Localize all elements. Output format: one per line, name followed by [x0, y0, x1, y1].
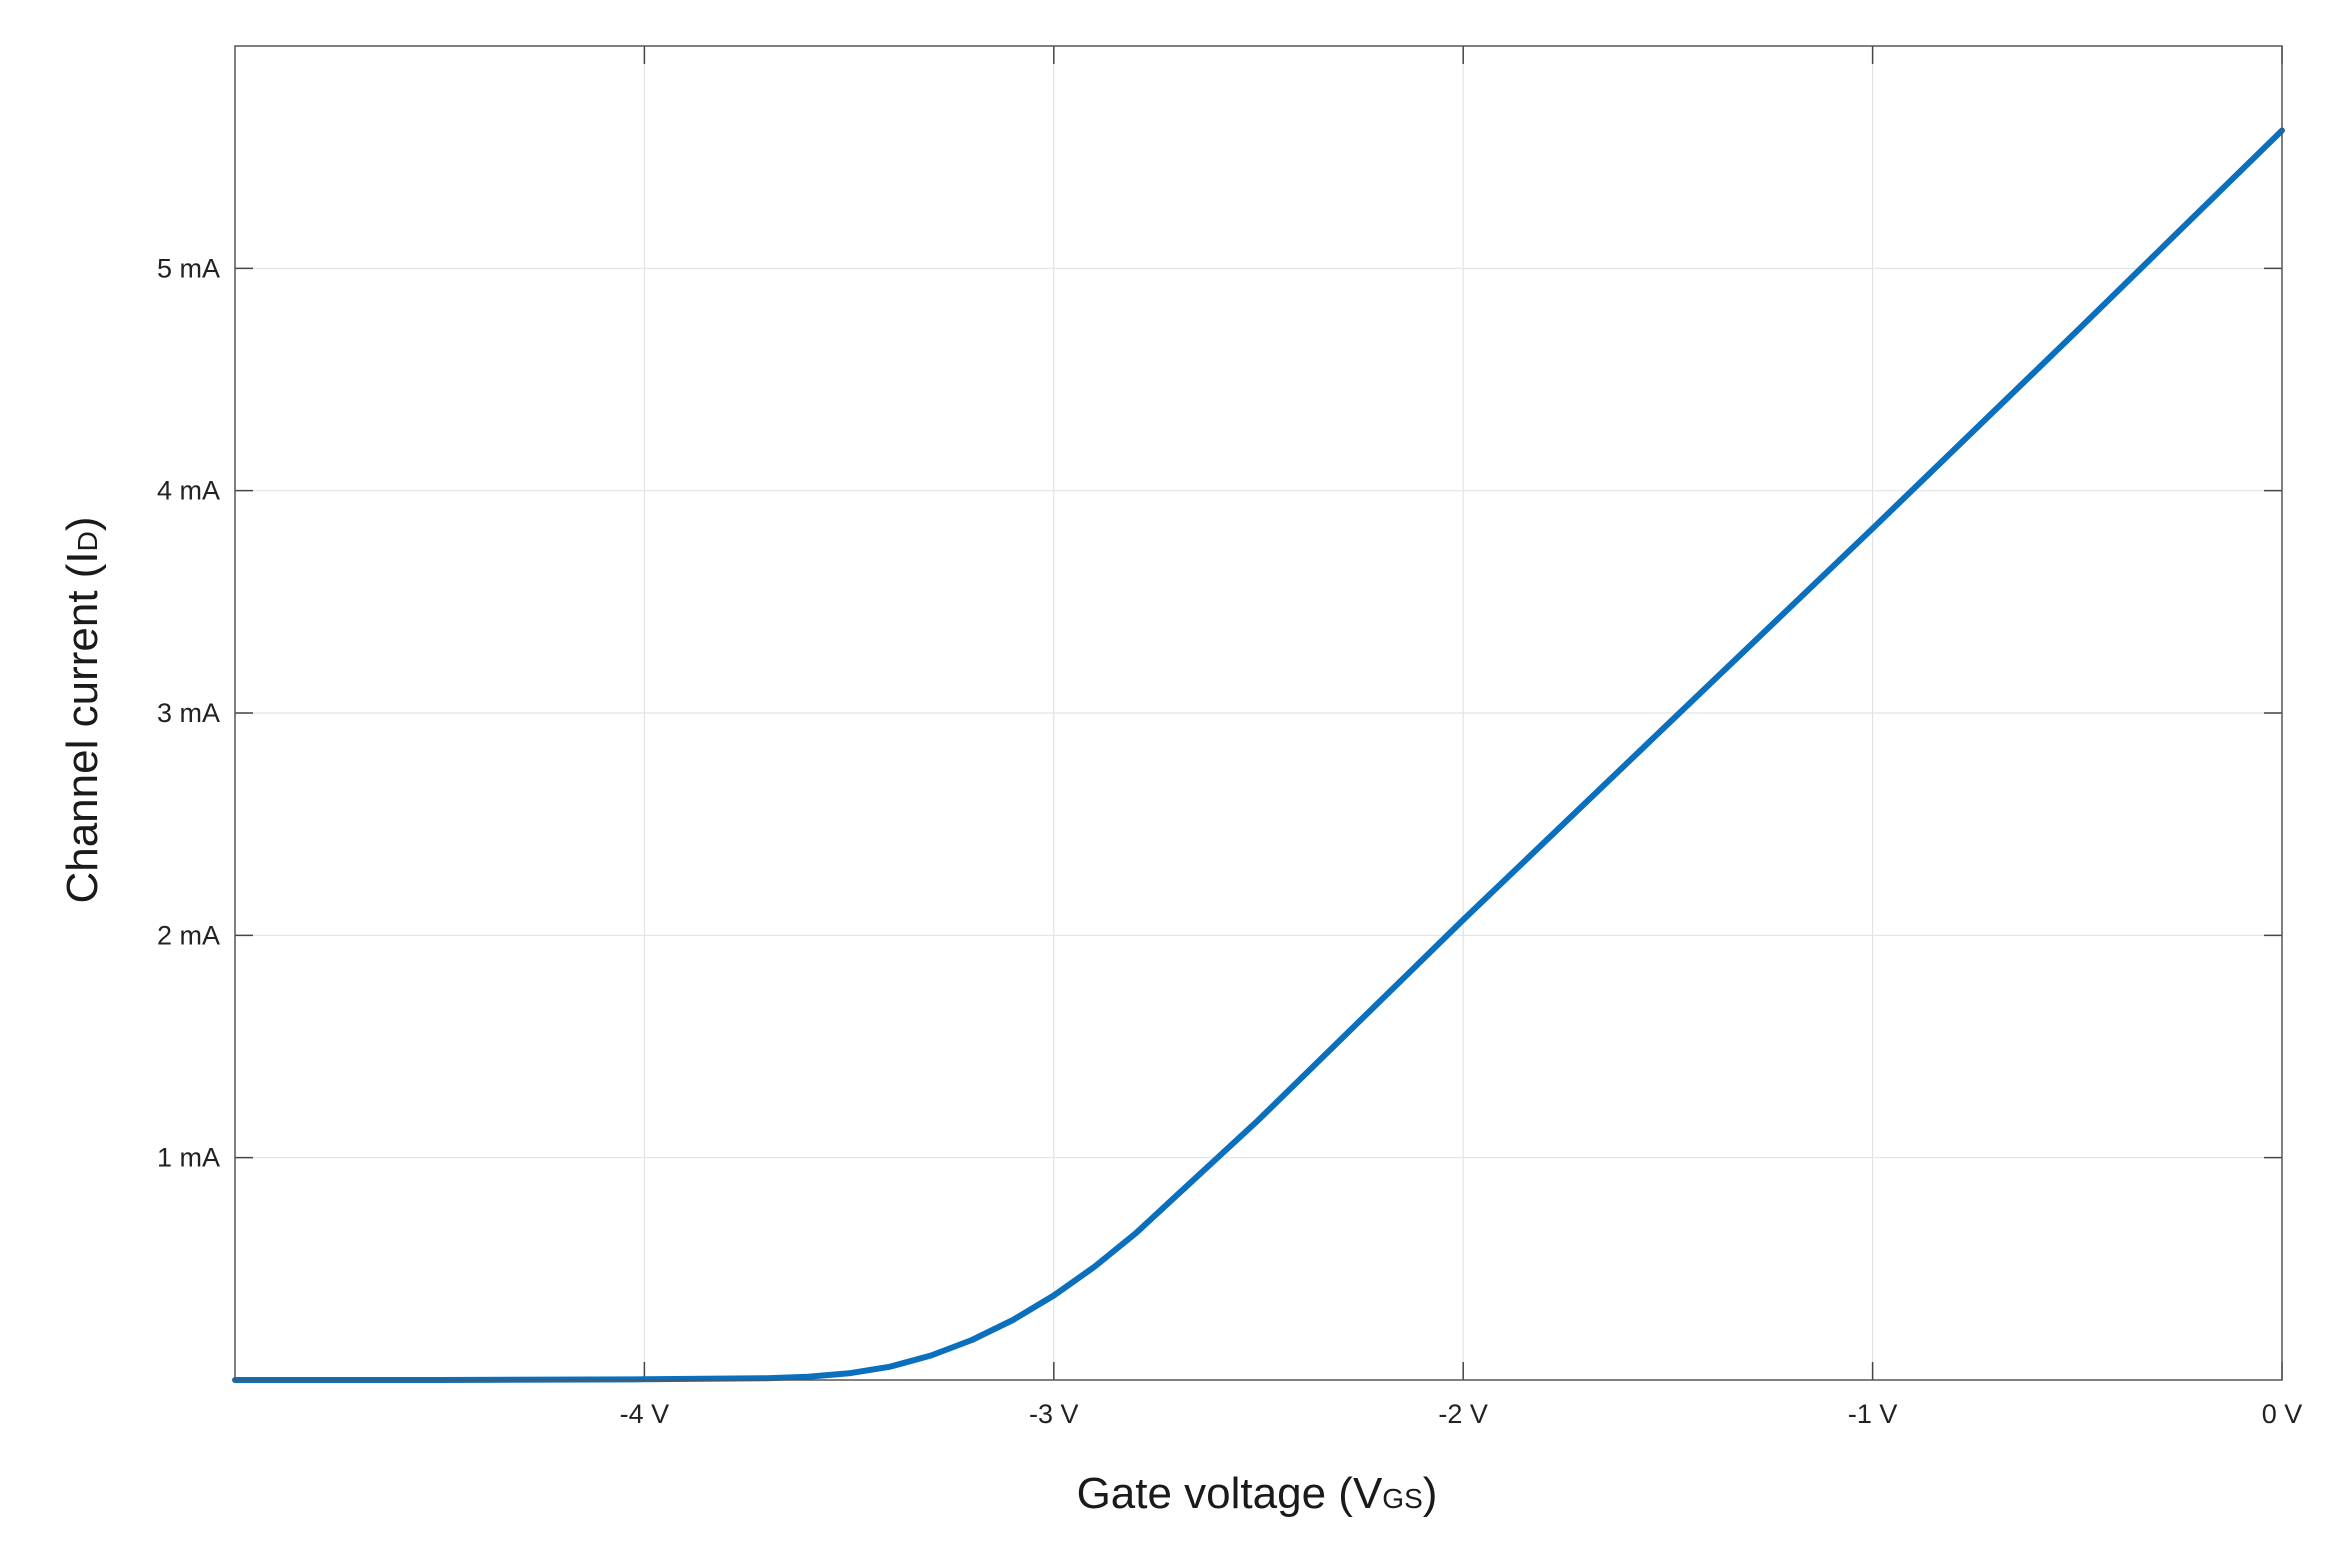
series-layer	[232, 127, 2285, 1383]
y-axis-title-end: )	[58, 516, 107, 531]
y-tick-label: 5 mA	[157, 253, 220, 283]
x-tick-label: -1 V	[1848, 1399, 1898, 1429]
x-axis-title: Gate voltage (VGS)	[1077, 1469, 1438, 1518]
x-axis-title-end: )	[1423, 1469, 1438, 1518]
x-tick-label: 0 V	[2262, 1399, 2303, 1429]
y-tick-label: 3 mA	[157, 698, 220, 728]
y-tick-label: 2 mA	[157, 920, 220, 950]
plot-frame	[234, 45, 2283, 1381]
x-tick-label: -4 V	[620, 1399, 670, 1429]
y-tick-label: 1 mA	[157, 1143, 220, 1173]
x-tick-label: -3 V	[1029, 1399, 1079, 1429]
x-axis-title-main: Gate voltage (V	[1077, 1469, 1383, 1518]
x-axis-title-subscript: GS	[1382, 1483, 1422, 1514]
grid	[235, 46, 2282, 1380]
tick-labels: -4 V -3 V -2 V -1 V 0 V 1 mA 2 mA 3 mA 4 mA 5 mA	[157, 253, 2302, 1429]
x-tick-label: -2 V	[1438, 1399, 1488, 1429]
y-axis-title: Channel current (ID)	[58, 516, 107, 903]
y-axis-title-subscript: D	[72, 531, 103, 551]
y-axis-title-main: Channel current (I	[58, 551, 107, 903]
y-tick-label: 4 mA	[157, 476, 220, 506]
series-line	[232, 127, 2285, 1383]
